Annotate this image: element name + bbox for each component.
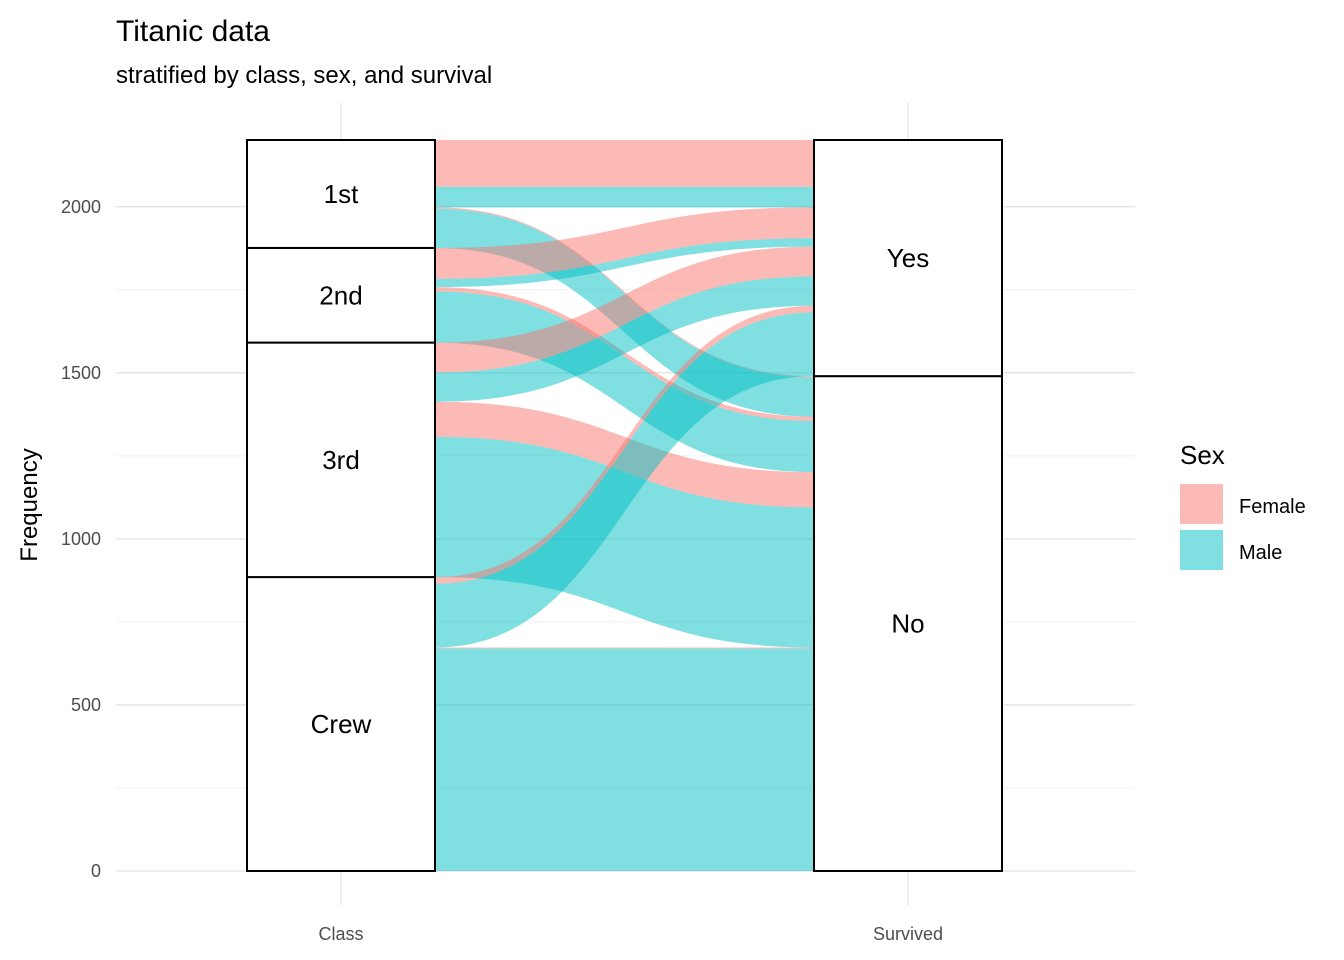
axis-ticks: 0 500 1000 1500 2000 Class Survived: [61, 197, 943, 944]
legend-title: Sex: [1180, 440, 1225, 470]
flow-3rd-male-yes: [435, 276, 814, 402]
stratum-2nd: [246, 246, 436, 344]
stratum-crew: [246, 576, 436, 873]
stratum-label-yes: Yes: [887, 243, 929, 273]
stratum-1st: [246, 139, 436, 249]
flow-3rd-female-yes: [435, 246, 814, 373]
stratum-label-no: No: [891, 609, 924, 639]
y-tick-label: 2000: [61, 197, 101, 217]
legend-key-male: [1180, 530, 1223, 570]
y-tick-label: 0: [91, 861, 101, 881]
stratum-yes: [813, 139, 1003, 378]
y-tick-label: 1500: [61, 363, 101, 383]
flow-2nd-female-no: [435, 287, 814, 421]
flow-2nd-male-yes: [435, 238, 814, 288]
flow-1st-female-no: [435, 207, 814, 378]
flow-3rd-male-no: [435, 436, 814, 648]
flow-crew-male-no: [435, 648, 814, 871]
stratum-label-3rd: 3rd: [322, 445, 360, 475]
y-tick-label: 1000: [61, 529, 101, 549]
legend: Sex Female Male: [1180, 440, 1306, 570]
legend-label-female: Female: [1239, 496, 1306, 518]
chart-subtitle: stratified by class, sex, and survival: [116, 62, 492, 89]
strata: Crew 3rd 2nd 1st No Yes: [246, 139, 1003, 873]
chart-title: Titanic data: [116, 15, 270, 48]
legend-label-male: Male: [1239, 542, 1282, 564]
flow-1st-male-yes: [435, 186, 814, 208]
x-tick-label: Class: [318, 924, 363, 944]
flow-crew-female-yes: [435, 305, 814, 584]
flow-1st-female-yes: [435, 140, 814, 187]
flow-crew-female-no: [435, 647, 814, 649]
stratum-no: [813, 375, 1003, 872]
x-tick-label: Survived: [873, 924, 943, 944]
stratum-label-1st: 1st: [324, 179, 359, 209]
legend-key-female: [1180, 484, 1223, 524]
flows: [435, 140, 814, 871]
stratum-label-crew: Crew: [311, 709, 372, 739]
flow-crew-male-yes: [435, 312, 814, 648]
y-tick-label: 500: [71, 695, 101, 715]
flow-2nd-female-yes: [435, 207, 814, 279]
stratum-label-2nd: 2nd: [319, 280, 362, 310]
y-axis-title: Frequency: [16, 448, 43, 561]
stratum-3rd: [246, 341, 436, 579]
